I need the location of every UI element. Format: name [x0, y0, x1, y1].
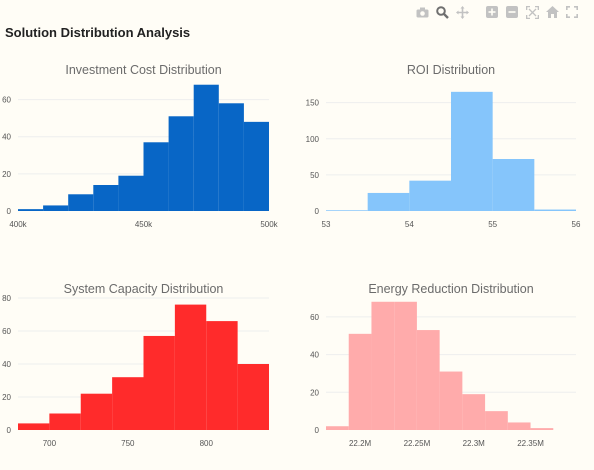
y-tick-label: 150: [306, 99, 320, 108]
y-tick-label: 60: [2, 96, 11, 105]
zoom-in-icon[interactable]: [484, 4, 500, 20]
histogram-bar[interactable]: [93, 185, 119, 211]
histogram-bar[interactable]: [409, 180, 451, 211]
y-tick-label: 80: [2, 294, 11, 303]
home-icon[interactable]: [544, 4, 560, 20]
histogram-bar[interactable]: [367, 192, 410, 211]
histogram-bar[interactable]: [439, 371, 463, 430]
histogram-bar[interactable]: [18, 209, 44, 211]
fullscreen-icon[interactable]: [564, 4, 580, 20]
chart-panel-2: 0 50 100 150 53 54 55 56 ROI Distribution: [306, 63, 581, 229]
x-tick-label: 56: [572, 220, 581, 229]
x-tick-label: 22.3M: [463, 439, 486, 448]
camera-icon[interactable]: [414, 4, 430, 20]
histogram-bar[interactable]: [485, 411, 508, 430]
histogram-bar[interactable]: [49, 413, 81, 431]
histogram-bar[interactable]: [326, 426, 349, 430]
histogram-bar[interactable]: [492, 159, 535, 211]
histogram-bar[interactable]: [118, 175, 144, 211]
histogram-bar[interactable]: [348, 333, 372, 430]
histogram-bar[interactable]: [168, 116, 194, 211]
histogram-bar[interactable]: [394, 301, 417, 430]
histogram-bar[interactable]: [68, 194, 94, 211]
x-tick-label: 500k: [260, 220, 278, 229]
y-tick-label: 40: [2, 133, 11, 142]
histogram-bar[interactable]: [416, 330, 440, 430]
y-tick-label: 60: [310, 313, 319, 322]
histogram-bar[interactable]: [462, 394, 486, 430]
y-tick-label: 50: [310, 171, 319, 180]
chart-panel-4: 0 20 40 60 22.2M 22.25M 22.3M 22.35M Energy Redu…: [310, 282, 576, 448]
histogram-bar[interactable]: [18, 423, 50, 430]
x-tick-label: 53: [322, 220, 331, 229]
x-tick-label: 800: [200, 439, 214, 448]
histogram-bar[interactable]: [193, 84, 219, 211]
y-tick-label: 20: [310, 388, 319, 397]
chart-title: Investment Cost Distribution: [65, 63, 221, 77]
zoom-icon[interactable]: [434, 4, 450, 20]
histogram-bar[interactable]: [530, 428, 554, 430]
page-title: Solution Distribution Analysis: [5, 25, 191, 40]
autoscale-icon[interactable]: [524, 4, 540, 20]
histogram-bar[interactable]: [174, 304, 207, 430]
chart-panel-3: 0 20 40 60 80 700 750 800 System Capacity Distri…: [2, 282, 269, 448]
y-tick-label: 0: [7, 207, 12, 216]
chart-title: Energy Reduction Distribution: [368, 282, 533, 296]
histogram-bar[interactable]: [451, 91, 493, 211]
histogram-bar[interactable]: [206, 321, 238, 430]
histogram-bar[interactable]: [143, 335, 175, 430]
pan-icon[interactable]: [454, 4, 470, 20]
y-tick-label: 100: [306, 135, 320, 144]
histogram-bar[interactable]: [80, 393, 113, 430]
histogram-bar[interactable]: [534, 209, 576, 211]
x-tick-label: 22.2M: [349, 439, 372, 448]
y-tick-label: 20: [2, 393, 11, 402]
histogram-bar[interactable]: [371, 301, 395, 430]
x-tick-label: 55: [488, 220, 497, 229]
histogram-bar[interactable]: [507, 422, 531, 430]
histogram-bar[interactable]: [143, 142, 169, 211]
histogram-bar[interactable]: [218, 103, 244, 211]
x-tick-label: 750: [121, 439, 135, 448]
y-tick-label: 0: [315, 207, 320, 216]
modebar: [414, 4, 580, 20]
x-tick-label: 450k: [135, 220, 153, 229]
y-tick-label: 60: [2, 327, 11, 336]
histogram-bar[interactable]: [326, 210, 368, 211]
y-tick-label: 40: [2, 360, 11, 369]
x-tick-label: 400k: [9, 220, 27, 229]
y-tick-label: 0: [315, 426, 320, 435]
chart-title: System Capacity Distribution: [64, 282, 224, 296]
zoom-out-icon[interactable]: [504, 4, 520, 20]
x-tick-label: 22.25M: [404, 439, 431, 448]
chart-title: ROI Distribution: [407, 63, 495, 77]
chart-panel-1: 0 20 40 60 400k 450k 500k Investment Cost Distr…: [2, 63, 279, 229]
x-tick-label: 54: [405, 220, 414, 229]
histogram-bar[interactable]: [112, 377, 144, 430]
histogram-bar[interactable]: [237, 364, 269, 430]
histogram-bar[interactable]: [43, 205, 69, 211]
x-tick-label: 22.35M: [517, 439, 544, 448]
y-tick-label: 40: [310, 351, 319, 360]
y-tick-label: 0: [7, 426, 12, 435]
y-tick-label: 20: [2, 170, 11, 179]
x-tick-label: 700: [43, 439, 57, 448]
histogram-bar[interactable]: [243, 121, 269, 211]
